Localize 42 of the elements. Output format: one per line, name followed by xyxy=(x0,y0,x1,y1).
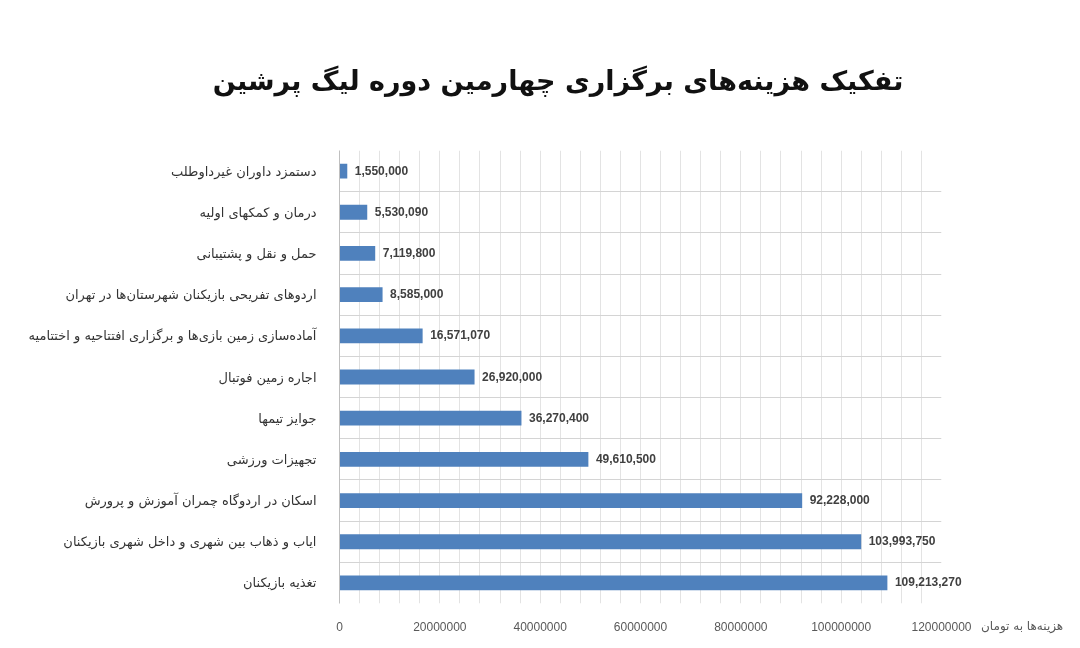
data-label: 36,270,400 xyxy=(528,410,590,425)
data-label: 5,530,090 xyxy=(374,204,429,219)
x-tick-label: 20000000 xyxy=(413,619,467,634)
data-label: 7,119,800 xyxy=(382,245,436,260)
bar xyxy=(339,369,475,385)
data-label: 26,920,000 xyxy=(482,369,543,384)
y-tick-label: تجهیزات ورزشی xyxy=(226,451,317,468)
y-tick-label: اسکان در اردوگاه چمران آموزش و پرورش xyxy=(84,492,317,510)
x-tick-label: 0 xyxy=(336,619,344,634)
x-tick-label: 40000000 xyxy=(513,619,568,634)
y-tick-label: حمل و نقل و پشتیبانی xyxy=(196,245,317,262)
data-label: 109,213,270 xyxy=(894,575,962,590)
data-label: 1,550,000 xyxy=(354,163,409,178)
bar xyxy=(339,410,522,426)
bar xyxy=(339,328,423,344)
y-tick-label: ایاب و ذهاب بین شهری و داخل شهری بازیکنان xyxy=(63,534,317,551)
bar xyxy=(339,204,368,220)
y-tick-label: اردوهای تفریحی بازیکنان شهرستان‌ها در تهران xyxy=(65,287,317,304)
bar xyxy=(339,493,803,508)
x-tick-label: 100000000 xyxy=(811,619,872,634)
x-axis-title: هزینه‌ها به تومان xyxy=(981,618,1064,635)
data-label: 8,585,000 xyxy=(390,287,444,302)
bar xyxy=(339,575,888,591)
data-label: 103,993,750 xyxy=(868,534,936,549)
y-tick-label: آماده‌سازی زمین بازی‌ها و برگزاری افتتاحیه و اختتامیه xyxy=(28,327,318,345)
x-tick-label: 120000000 xyxy=(911,619,972,634)
data-label: 49,610,500 xyxy=(595,451,656,466)
x-tick-label: 80000000 xyxy=(714,619,768,634)
y-tick-label: دستمزد داوران غیرداوطلب xyxy=(171,163,317,180)
y-tick-label: اجاره زمین فوتبال xyxy=(218,369,317,386)
chart-title: تفکیک هزینه‌های برگزاری چهارمین دوره لیگ پرشین xyxy=(212,64,904,99)
y-tick-label: تغذیه بازیکنان xyxy=(242,575,317,592)
bar xyxy=(339,451,589,467)
bar xyxy=(339,287,383,303)
bar xyxy=(339,534,862,550)
y-tick-label: درمان و کمکهای اولیه xyxy=(199,204,317,221)
data-label: 16,571,070 xyxy=(430,328,491,343)
x-tick-label: 60000000 xyxy=(613,619,668,634)
y-tick-label: جوایز تیمها xyxy=(258,410,317,427)
data-label: 92,228,000 xyxy=(809,493,870,508)
bar xyxy=(339,163,348,179)
bar xyxy=(339,246,376,261)
